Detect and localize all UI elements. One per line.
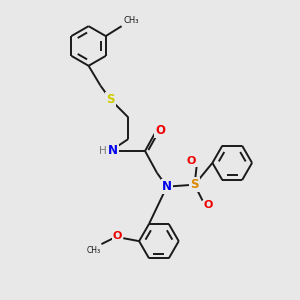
Text: N: N xyxy=(108,145,118,158)
Text: O: O xyxy=(204,200,213,211)
Text: O: O xyxy=(187,156,196,166)
Text: CH₃: CH₃ xyxy=(86,246,100,255)
Text: H: H xyxy=(99,146,106,156)
Text: O: O xyxy=(112,231,122,241)
Text: CH₃: CH₃ xyxy=(124,16,139,25)
Text: O: O xyxy=(155,124,165,137)
Text: S: S xyxy=(190,178,199,191)
Text: N: N xyxy=(162,180,172,193)
Text: S: S xyxy=(106,93,115,106)
